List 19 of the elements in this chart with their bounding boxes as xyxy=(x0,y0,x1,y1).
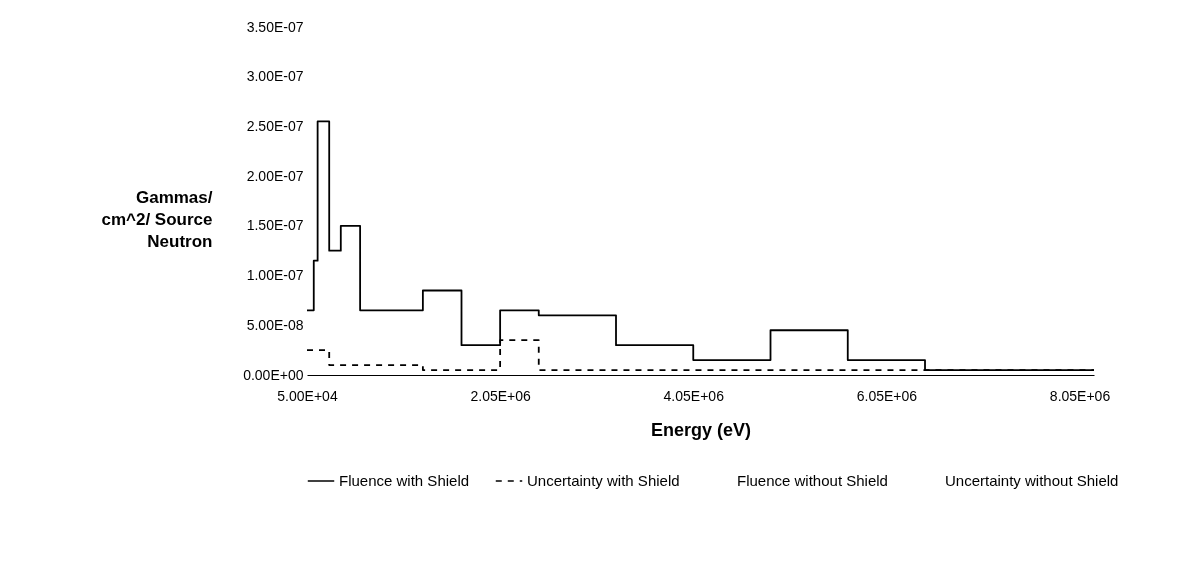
y-tick-label: 3.00E-07 xyxy=(246,68,304,85)
y-tick-label: 0.00E+00 xyxy=(243,366,304,383)
y-tick-label: 3.50E-07 xyxy=(246,18,304,35)
x-axis-title: Energy (eV) xyxy=(650,419,752,440)
text: Uncertainty without Shield xyxy=(945,472,1119,489)
x-tick-label: 2.05E+06 xyxy=(470,387,531,404)
y-axis-title: Gammas/ cm^2/ Source Neutron xyxy=(101,187,213,251)
x-tick-label: 4.05E+06 xyxy=(663,387,725,404)
y-tick-label: 5.00E-08 xyxy=(246,316,304,333)
x-tick-label: 8.05E+06 xyxy=(1049,387,1111,404)
y-tick-label: 1.00E-07 xyxy=(246,267,304,284)
legend-label: Uncertainty with Shield xyxy=(527,472,680,489)
y-tick-label: 2.00E-07 xyxy=(246,167,304,184)
x-tick-label: 6.05E+06 xyxy=(856,387,918,404)
y-tick-label: 1.50E-07 xyxy=(246,217,304,234)
legend-label: Fluence with Shield xyxy=(339,472,470,489)
text: Fluence without Shield xyxy=(737,472,888,489)
y-tick-label: 2.50E-07 xyxy=(246,117,304,134)
x-tick-label: 5.00E+04 xyxy=(277,387,338,404)
